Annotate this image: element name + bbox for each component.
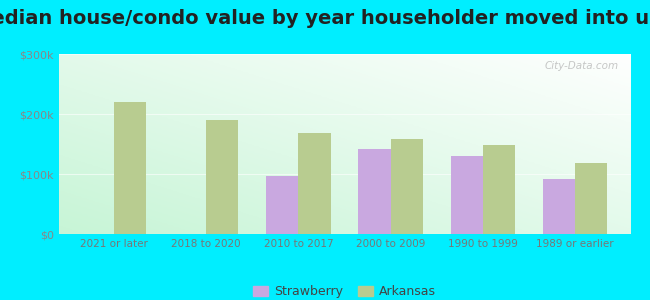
Bar xyxy=(450,156,483,234)
Bar xyxy=(391,139,423,234)
Bar xyxy=(483,145,515,234)
Bar xyxy=(358,149,391,234)
Bar xyxy=(543,179,575,234)
Bar xyxy=(266,176,298,234)
Bar xyxy=(114,102,146,234)
Text: City-Data.com: City-Data.com xyxy=(545,61,619,71)
Bar xyxy=(206,120,239,234)
Text: Median house/condo value by year householder moved into unit: Median house/condo value by year househo… xyxy=(0,9,650,28)
Bar xyxy=(575,163,608,234)
Bar xyxy=(298,133,331,234)
Legend: Strawberry, Arkansas: Strawberry, Arkansas xyxy=(248,280,441,300)
